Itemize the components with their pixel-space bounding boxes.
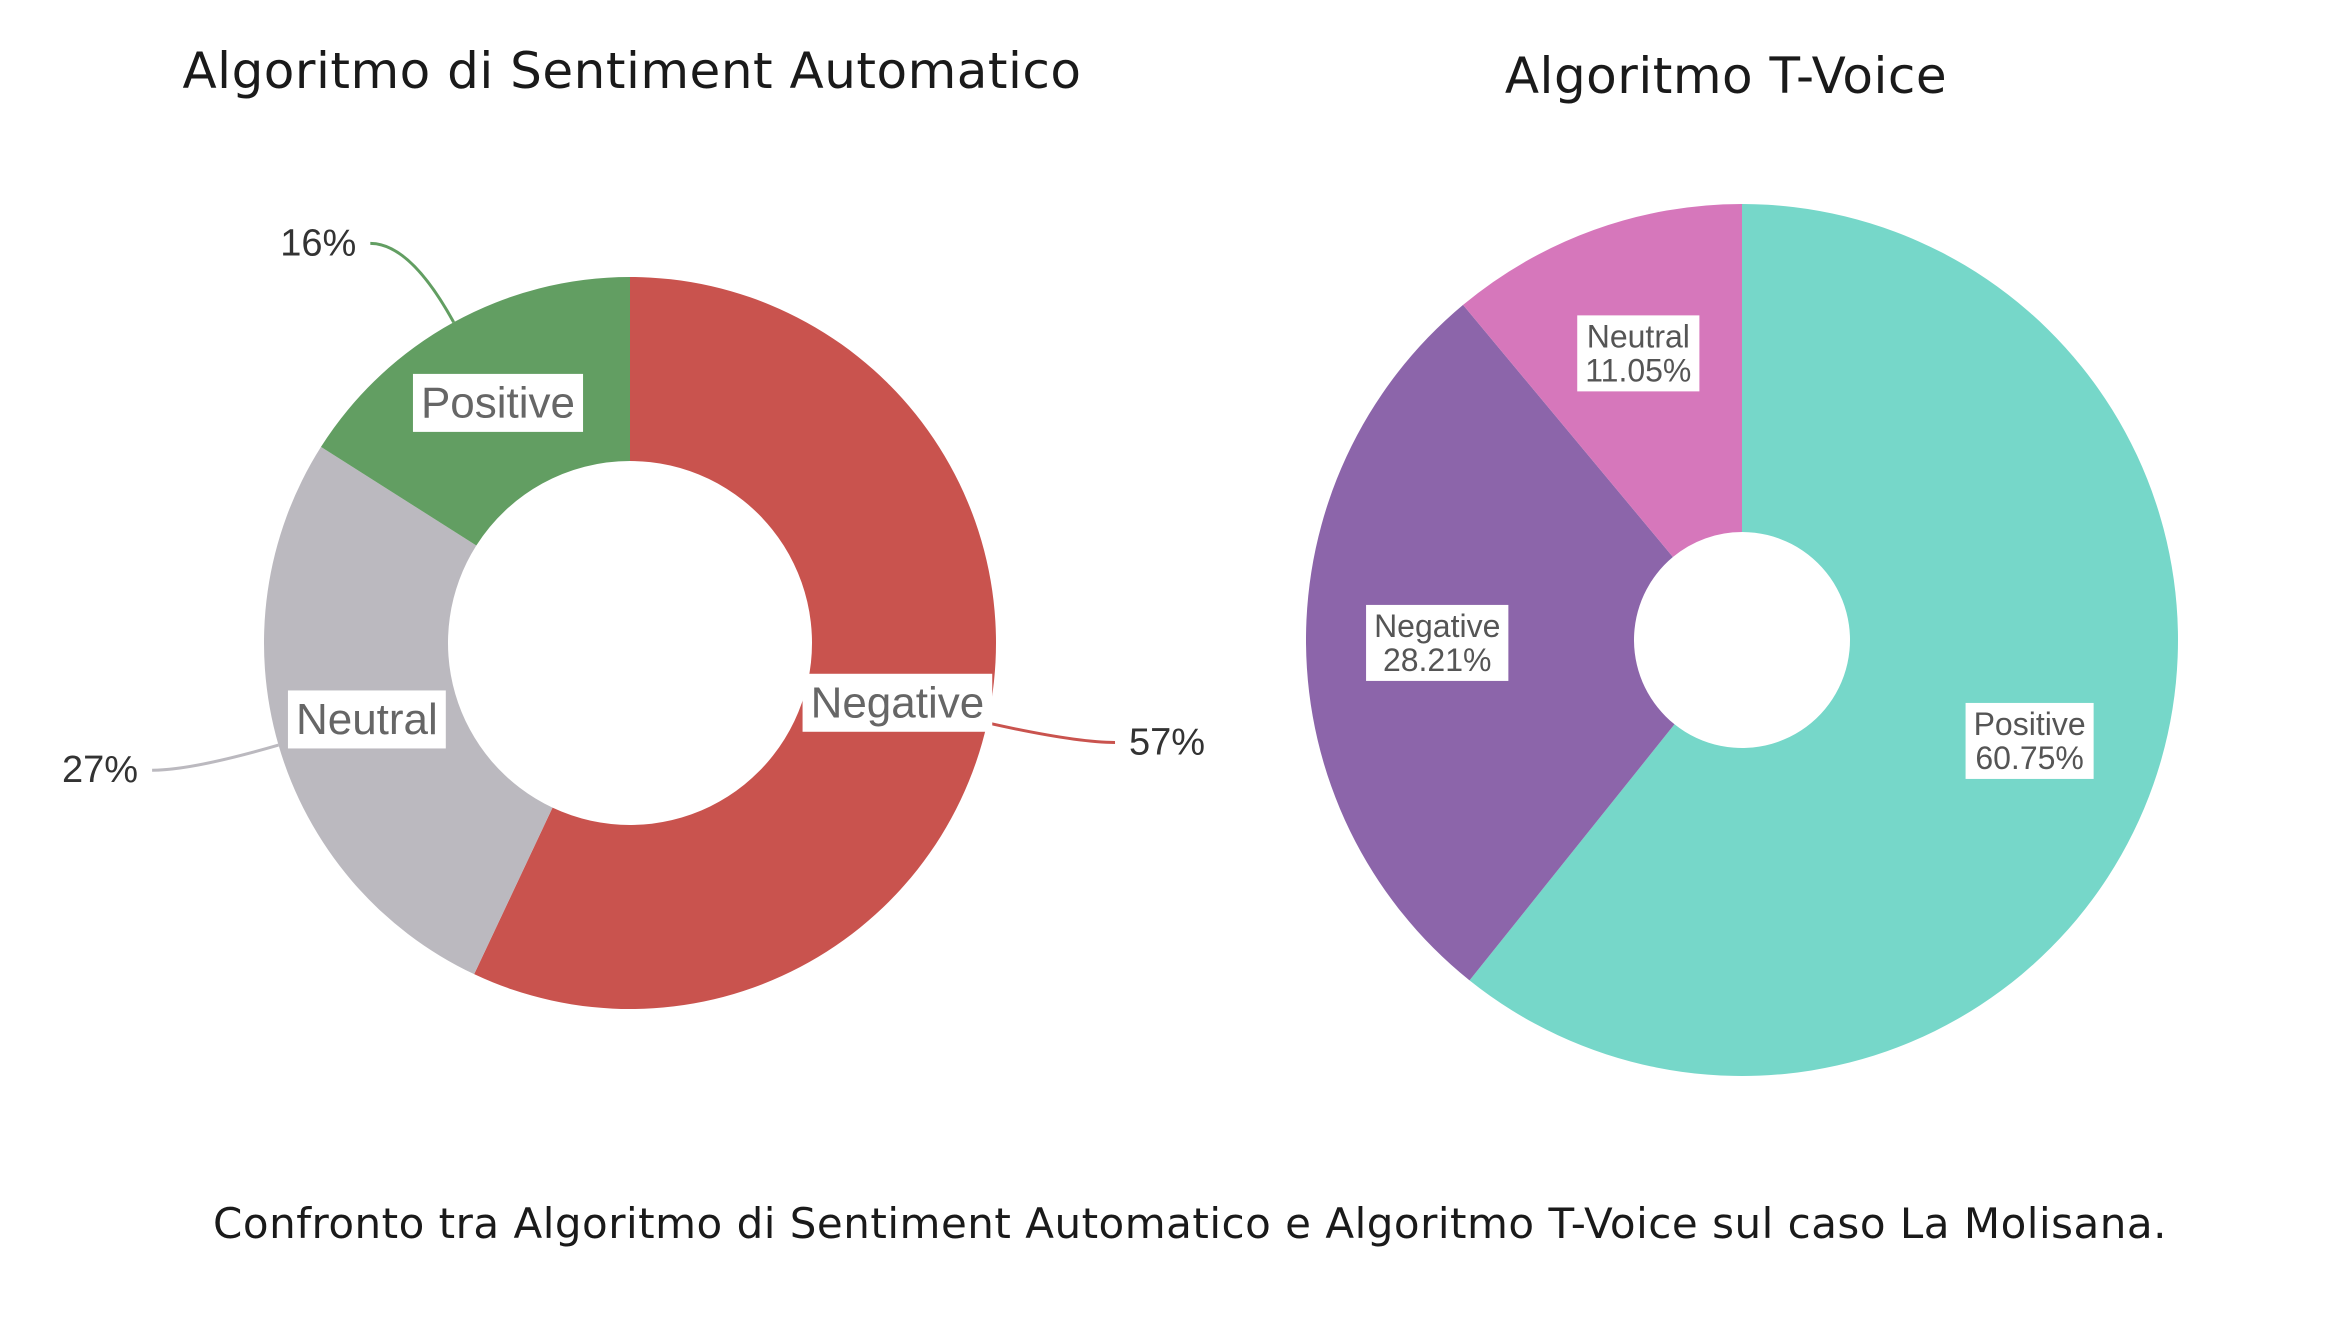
pct-label-positive: 16%	[280, 222, 356, 264]
slice-label-positive-text-0: Positive	[421, 378, 575, 427]
slice-label-negative-text-1: 28.21%	[1383, 642, 1492, 678]
leader-line-negative	[986, 721, 1116, 744]
slice-label-negative-text-0: Negative	[1374, 608, 1500, 644]
slice-label-positive-text-0: Positive	[1974, 706, 2086, 742]
chart-1-leader-lines	[152, 241, 1116, 772]
slice-label-positive-text-1: 60.75%	[1975, 740, 2084, 776]
slice-label-neutral-text-0: Neutral	[1587, 318, 1690, 354]
slice-label-neutral: Neutral	[287, 690, 446, 749]
slice-label-neutral-box	[287, 690, 446, 749]
leader-line-positive	[370, 241, 455, 323]
slice-label-neutral-text-1: 11.05%	[1585, 352, 1691, 388]
slice-label-positive-box	[412, 373, 584, 432]
slice-positive	[1469, 204, 2178, 1076]
slice-label-positive: Positive	[412, 373, 584, 432]
slice-negative	[474, 277, 996, 1009]
slice-label-negative-box	[802, 673, 993, 732]
slice-label-negative-text-0: Negative	[811, 678, 985, 727]
slice-label-negative-box	[1366, 604, 1509, 681]
chart-2-title: Algoritmo T-Voice	[1505, 47, 1947, 105]
slice-label-neutral-text-0: Neutral	[296, 695, 438, 744]
figure-caption: Confronto tra Algoritmo di Sentiment Aut…	[213, 1199, 2167, 1248]
chart-1-labels: Negative 57% Neutral 27% Positive 16%	[62, 222, 1205, 791]
leader-line-neutral	[152, 743, 279, 772]
slice-label-neutral-box	[1577, 315, 1700, 392]
chart-1-title: Algoritmo di Sentiment Automatico	[182, 42, 1081, 100]
slice-label-negative: Negative	[802, 673, 993, 732]
pct-label-negative: 57%	[1129, 721, 1205, 763]
pct-label-neutral: 27%	[62, 749, 138, 791]
donut-chart-sentiment-automatico: Algoritmo di Sentiment Automatico Negati…	[62, 42, 1205, 1009]
slice-label-positive-box	[1965, 702, 2094, 779]
